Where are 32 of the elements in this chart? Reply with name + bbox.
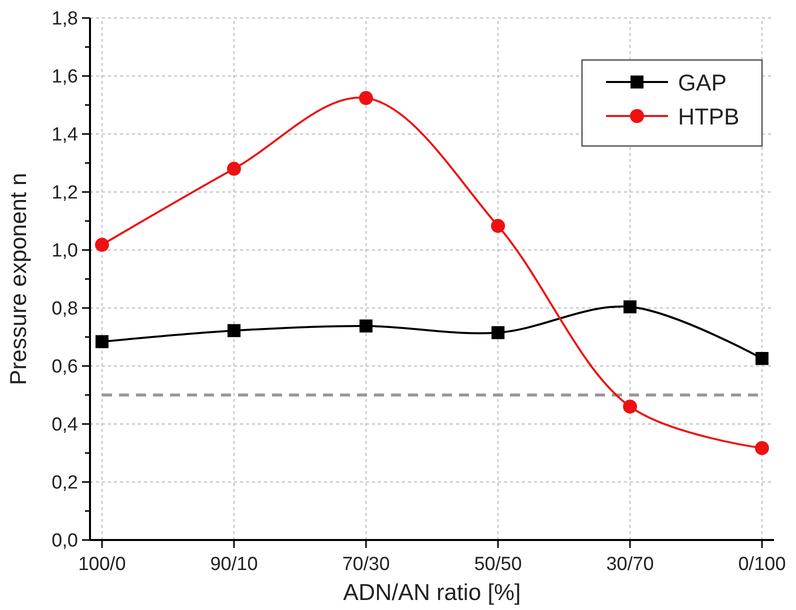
y-tick-label: 1,8 bbox=[52, 8, 78, 30]
point bbox=[492, 326, 504, 340]
point bbox=[755, 441, 769, 456]
point bbox=[623, 400, 637, 414]
point bbox=[95, 238, 109, 252]
point bbox=[359, 91, 373, 106]
y-tick-label: 1,0 bbox=[52, 240, 78, 262]
legend-label: HTPB bbox=[678, 103, 740, 130]
y-tick-label: 1,2 bbox=[52, 182, 78, 204]
x-axis-title: ADN/AN ratio [%] bbox=[343, 579, 521, 605]
y-tick-label: 0,4 bbox=[52, 414, 78, 436]
x-tick-label: 90/10 bbox=[210, 554, 258, 575]
y-tick-label: 1,6 bbox=[52, 66, 78, 88]
x-tick-label: 100/0 bbox=[78, 554, 126, 575]
x-tick-label: 50/50 bbox=[474, 554, 522, 575]
point bbox=[227, 162, 241, 176]
y-tick-label: 1,4 bbox=[52, 124, 78, 146]
point bbox=[360, 319, 372, 332]
legend-label: GAP bbox=[678, 69, 727, 96]
x-tick-label: 30/70 bbox=[606, 554, 654, 575]
y-tick-label: 0,8 bbox=[52, 298, 78, 320]
y-tick-label: 0,6 bbox=[52, 356, 78, 378]
point bbox=[228, 324, 240, 338]
y-axis-title: Pressure exponent n bbox=[5, 172, 31, 386]
point bbox=[624, 300, 636, 314]
point bbox=[491, 218, 505, 233]
x-tick-label: 0/100 bbox=[738, 554, 786, 575]
y-tick-label: 0,2 bbox=[52, 472, 78, 494]
x-tick-label: 70/30 bbox=[342, 554, 390, 575]
point bbox=[756, 352, 768, 365]
y-tick-label: 0,0 bbox=[52, 530, 78, 552]
point bbox=[96, 335, 108, 348]
